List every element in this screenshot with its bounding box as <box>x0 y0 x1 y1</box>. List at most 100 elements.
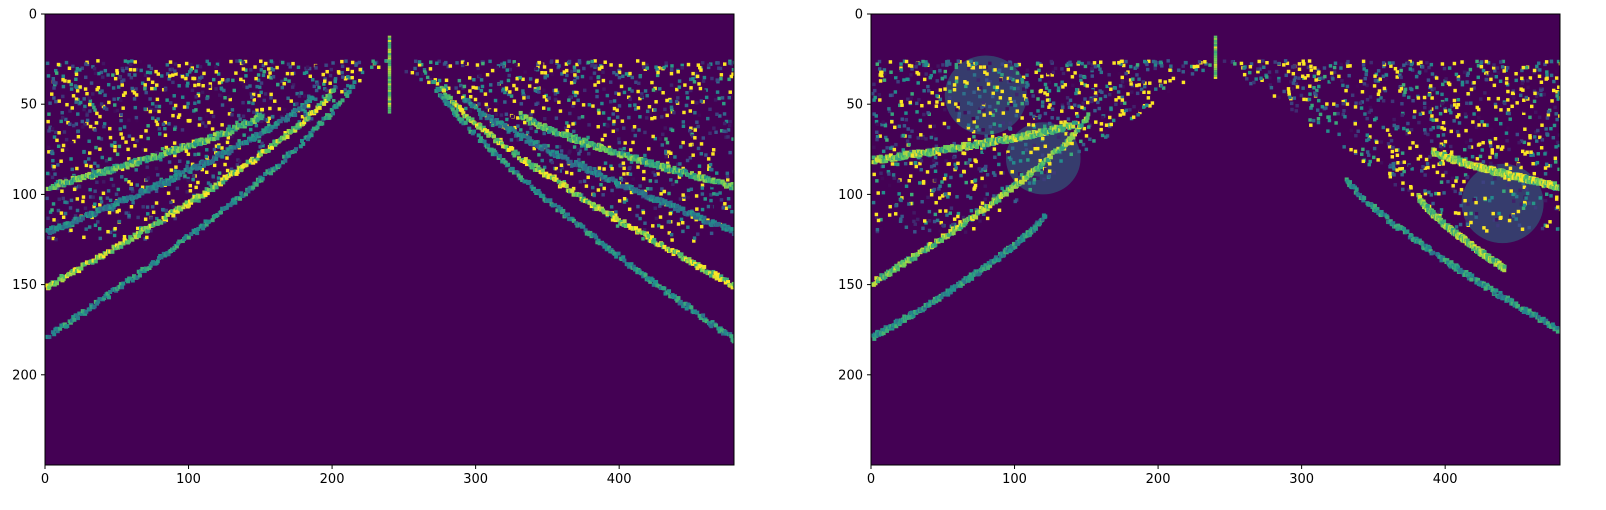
speckle <box>1048 121 1052 126</box>
speckle <box>1032 143 1036 148</box>
speckle <box>1289 101 1294 106</box>
arc-point <box>126 279 131 284</box>
speckle <box>1534 94 1539 99</box>
speckle <box>715 112 719 117</box>
arc-point <box>629 262 634 267</box>
arc-point <box>672 165 677 170</box>
speckle <box>90 215 94 220</box>
speckle <box>98 90 102 95</box>
speckle <box>188 189 193 193</box>
arc-point <box>648 279 653 284</box>
speckle <box>1402 160 1407 164</box>
speckle <box>1549 126 1553 131</box>
arc-point <box>84 309 89 314</box>
speckle <box>1415 85 1419 90</box>
speckle <box>978 205 983 210</box>
speckle <box>938 68 942 73</box>
speckle <box>667 191 671 196</box>
speckle <box>988 111 993 115</box>
speckle <box>615 115 620 119</box>
speckle <box>943 75 947 79</box>
speckle <box>204 114 209 118</box>
speckle <box>1528 134 1532 138</box>
heatmap-image <box>45 35 734 344</box>
speckle <box>692 236 697 240</box>
speckle <box>1189 64 1194 69</box>
arc-point <box>294 125 299 130</box>
speckle <box>715 192 719 197</box>
speckle <box>1314 78 1318 82</box>
speckle <box>628 165 632 170</box>
speckle <box>1367 153 1371 157</box>
speckle <box>1341 83 1345 88</box>
speckle <box>1484 77 1488 82</box>
speckle <box>507 59 511 63</box>
speckle <box>888 60 893 64</box>
speckle <box>887 107 891 111</box>
x-tick-label: 200 <box>320 472 345 487</box>
arc-point <box>695 215 700 220</box>
speckle <box>1498 216 1503 220</box>
arc-point <box>130 163 135 168</box>
speckle <box>428 77 433 82</box>
speckle <box>1471 120 1475 124</box>
speckle <box>417 60 422 64</box>
arc-point <box>289 112 294 117</box>
arc-point <box>218 133 223 138</box>
speckle <box>946 59 951 64</box>
speckle <box>924 60 928 64</box>
speckle <box>446 64 450 69</box>
speckle <box>110 143 115 148</box>
speckle <box>1051 68 1055 72</box>
arc-point <box>625 262 630 267</box>
speckle <box>1439 142 1444 146</box>
speckle <box>422 68 427 72</box>
arc-point <box>97 297 102 302</box>
speckle <box>985 216 990 221</box>
speckle <box>108 126 112 131</box>
speckle <box>1258 67 1262 71</box>
speckle <box>693 128 697 132</box>
arc-point <box>306 115 311 120</box>
speckle <box>64 147 69 152</box>
arc-point <box>166 252 171 257</box>
speckle <box>686 62 691 67</box>
speckle <box>1378 156 1382 161</box>
speckle <box>1427 65 1431 70</box>
speckle <box>344 59 348 63</box>
speckle <box>222 88 226 93</box>
speckle <box>597 166 602 170</box>
arc-point <box>174 206 179 211</box>
speckle <box>1122 109 1126 114</box>
speckle <box>1313 70 1318 75</box>
speckle <box>890 112 894 116</box>
arc-point <box>300 103 305 107</box>
speckle <box>93 223 98 228</box>
speckle <box>669 232 674 237</box>
arc-point <box>133 157 138 162</box>
speckle <box>930 91 934 95</box>
speckle <box>1444 77 1448 81</box>
speckle <box>1105 84 1109 89</box>
speckle <box>982 65 987 69</box>
speckle <box>143 85 147 89</box>
speckle <box>1308 92 1312 96</box>
speckle <box>1428 106 1432 110</box>
speckle <box>696 146 701 151</box>
speckle <box>106 189 111 193</box>
arc-point <box>140 191 145 196</box>
speckle <box>934 200 938 205</box>
speckle <box>1543 223 1548 228</box>
speckle <box>979 169 983 173</box>
speckle <box>631 177 635 181</box>
speckle <box>577 168 582 172</box>
speckle <box>175 186 180 191</box>
speckle <box>940 76 945 81</box>
speckle <box>69 198 74 203</box>
speckle <box>196 152 201 156</box>
arc-point <box>731 232 734 236</box>
arc-point <box>192 163 197 168</box>
speckle <box>95 111 99 116</box>
speckle <box>550 160 555 165</box>
speckle <box>1050 107 1055 112</box>
